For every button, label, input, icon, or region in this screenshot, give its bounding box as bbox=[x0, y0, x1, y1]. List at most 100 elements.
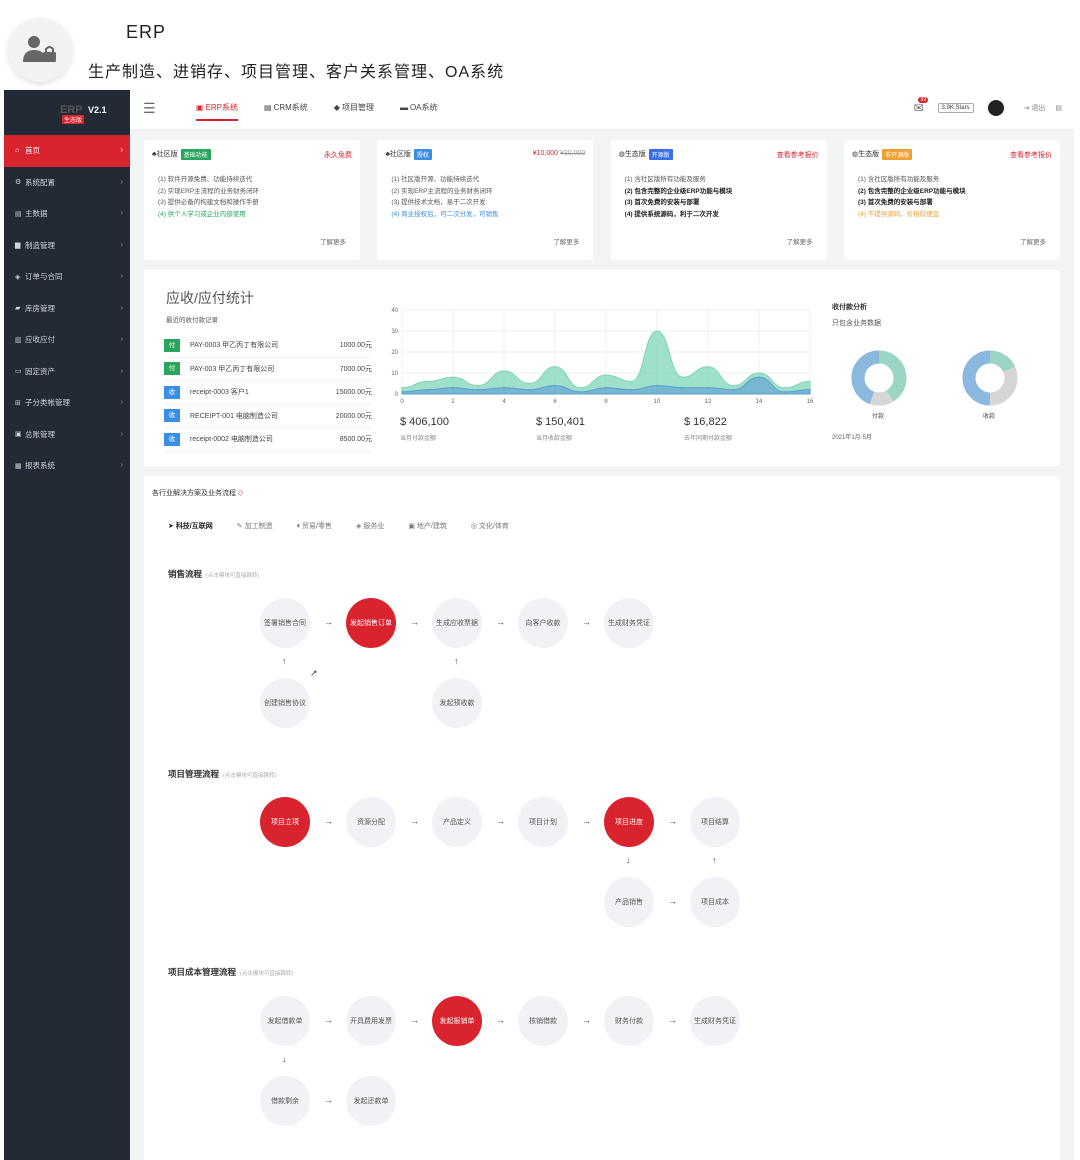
payment-row[interactable]: 收 RECEIPT-001 电脑制造公司 20000.00元 bbox=[164, 405, 372, 428]
industry-tab-label: 地产/建筑 bbox=[416, 523, 447, 530]
flow-node[interactable]: 项目进度 bbox=[604, 797, 654, 847]
learn-more-link[interactable]: 了解更多 bbox=[553, 239, 580, 246]
bar-chart-icon: ▆ bbox=[15, 242, 21, 250]
sidebar-item[interactable]: ▭ 固定资产 › bbox=[4, 356, 130, 388]
flow-node[interactable]: 核销借款 bbox=[518, 996, 568, 1046]
flow-node[interactable]: 开具费用发票 bbox=[346, 996, 396, 1046]
top-tab[interactable]: ▬ OA系统 bbox=[400, 102, 438, 121]
payment-amount: 20000.00元 bbox=[335, 412, 372, 420]
industry-tab[interactable]: ▾ 贸易/零售 bbox=[297, 521, 332, 531]
flow-node[interactable]: 产品销售 bbox=[604, 877, 654, 927]
card-header: ♣ 社区版 基础功能 bbox=[152, 148, 352, 160]
data-point bbox=[605, 374, 607, 376]
industry-tab[interactable]: ➤ 科技/互联网 bbox=[168, 521, 213, 531]
sidebar-item[interactable]: ▆ 制造管理 › bbox=[4, 230, 130, 262]
edition-cards: ♣ 社区版 基础功能 永久免费 (1) 软件开源免费、功能持续迭代 (2) 实现ERP主… bbox=[144, 140, 1060, 260]
industry-tab[interactable]: ✎ 加工制造 bbox=[237, 521, 273, 531]
arrow-right-icon: → bbox=[324, 816, 333, 826]
payment-row[interactable]: 收 receipt-0003 客户1 15000.00元 bbox=[164, 381, 372, 405]
sidebar-item[interactable]: ⚙ 系统配置 › bbox=[4, 167, 130, 199]
edition-price[interactable]: 查看参考报价 bbox=[777, 150, 819, 160]
menu-icon[interactable]: ▤ bbox=[1055, 105, 1062, 112]
flow-node[interactable]: 发起借款单 bbox=[260, 996, 310, 1046]
edition-price[interactable]: 永久免费 bbox=[324, 150, 352, 160]
flow-node[interactable]: 生成财务凭证 bbox=[604, 598, 654, 648]
payment-amount: 15000.00元 bbox=[335, 389, 372, 397]
flow-node[interactable]: 资源分配 bbox=[346, 797, 396, 847]
edition-name: 社区版 bbox=[389, 151, 411, 158]
feature-line: (2) 包含完整的企业级ERP功能与模块 bbox=[857, 187, 966, 195]
flow-node[interactable]: 项目成本 bbox=[690, 877, 740, 927]
flow-node[interactable]: 借款剩余 bbox=[260, 1076, 310, 1126]
arrow-down-icon: ↓ bbox=[626, 855, 631, 865]
edition-name: 生态版 bbox=[624, 151, 646, 158]
flow-node[interactable]: 创建销售协议 bbox=[260, 678, 310, 728]
learn-more-link[interactable]: 了解更多 bbox=[320, 239, 346, 246]
flow-node[interactable]: 发起还款单 bbox=[346, 1076, 396, 1126]
payment-row[interactable]: 收 receipt-0002 电脑制造公司 8500.00元 bbox=[164, 428, 372, 452]
chevron-right-icon: › bbox=[120, 334, 123, 343]
logo[interactable]: ERP V2.1 生态版 bbox=[4, 90, 130, 135]
sidebar-item[interactable]: ▥ 应收应付 › bbox=[4, 324, 130, 356]
arrow-right-icon: → bbox=[496, 617, 505, 627]
flow-node[interactable]: 发起报销单 bbox=[432, 996, 482, 1046]
flow-node[interactable]: 生成应收票据 bbox=[432, 598, 482, 648]
flow-node[interactable]: 向客户收款 bbox=[518, 598, 568, 648]
edition-icon: ♣ bbox=[152, 150, 157, 158]
learn-more-link[interactable]: 了解更多 bbox=[786, 239, 813, 246]
industry-tab[interactable]: ◈ 服务业 bbox=[356, 521, 384, 531]
flow-node[interactable]: 发起销售订单 bbox=[346, 598, 396, 648]
flow-node[interactable]: 项目计划 bbox=[518, 797, 568, 847]
payment-row[interactable]: 付 PAY-0003 甲乙丙丁有限公司 1000.00元 bbox=[164, 334, 372, 358]
cube-icon: ◆ bbox=[333, 103, 340, 112]
edition-icon: ♣ bbox=[385, 150, 390, 158]
x-tick-label: 12 bbox=[705, 399, 712, 405]
chevron-right-icon: › bbox=[120, 208, 123, 217]
sidebar-item[interactable]: ▤ 主数据 › bbox=[4, 198, 130, 230]
data-point bbox=[630, 380, 633, 383]
flow-node[interactable]: 项目结算 bbox=[690, 797, 740, 847]
top-tab[interactable]: ▤ CRM系统 bbox=[264, 102, 308, 121]
flow-node[interactable]: 签署销售合同 bbox=[260, 598, 310, 648]
payment-amount: 7000.00元 bbox=[339, 365, 372, 373]
edition-price[interactable]: ¥10,000 ¥30,000 bbox=[533, 150, 586, 157]
data-point bbox=[401, 391, 403, 393]
payment-name: RECEIPT-001 电脑制造公司 bbox=[190, 412, 278, 420]
flow-node[interactable]: 生成财务凭证 bbox=[690, 996, 740, 1046]
sidebar-item[interactable]: ▰ 库房管理 › bbox=[4, 293, 130, 325]
learn-more-link[interactable]: 了解更多 bbox=[1019, 239, 1046, 246]
sidebar-item[interactable]: ▣ 总账管理 › bbox=[4, 419, 130, 451]
flow-node[interactable]: 项目立项 bbox=[260, 797, 310, 847]
card-features: (1) 含社区版所有功能及服务 (2) 包含完整的企业级ERP功能与模块 (3) 首… bbox=[852, 174, 1052, 220]
edition-label: 非开源版 bbox=[882, 148, 913, 160]
sidebar-item-label: 订单与合同 bbox=[25, 272, 63, 282]
sidebar-item[interactable]: ⊞ 子分类帐管理 › bbox=[4, 387, 130, 419]
chevron-right-icon: › bbox=[120, 428, 123, 438]
flow-node[interactable]: 发起预收款 bbox=[432, 678, 482, 728]
sidebar-item[interactable]: ⌂ 首页 › bbox=[4, 135, 130, 167]
arrow-right-icon: → bbox=[410, 1015, 419, 1025]
menu-toggle-icon[interactable]: ☰ bbox=[143, 100, 156, 116]
logout-button[interactable]: ⇥ 退出 bbox=[1023, 105, 1046, 112]
stat-caption: 当月付款金额 bbox=[400, 436, 437, 442]
flow-node[interactable]: 产品定义 bbox=[432, 797, 482, 847]
sidebar-item[interactable]: ◈ 订单与合同 › bbox=[4, 261, 130, 293]
arrow-right-icon: → bbox=[324, 617, 333, 627]
industry-tab[interactable]: ◎ 文化/体育 bbox=[471, 521, 509, 531]
top-tab[interactable]: ▣ ERP系统 bbox=[196, 102, 239, 121]
edition-price[interactable]: 查看参考报价 bbox=[1010, 150, 1052, 160]
flow-node[interactable]: 财务付款 bbox=[604, 996, 654, 1046]
payment-type-badge: 收 bbox=[164, 409, 180, 423]
data-point bbox=[528, 389, 531, 391]
github-avatar-icon[interactable] bbox=[987, 100, 1004, 116]
top-tab[interactable]: ◆ 项目管理 bbox=[334, 102, 374, 121]
feature-line: (4) 提供系统源码，利于二次开发 bbox=[624, 210, 719, 218]
edition-card: ♣ 社区版 授权 ¥10,000 ¥30,000 (1) 社区版开源、功能持续迭代 (2… bbox=[377, 140, 594, 260]
github-stars-button[interactable]: 3.9K Stars bbox=[937, 103, 974, 113]
mail-icon[interactable]: ✉ 99 bbox=[913, 97, 929, 115]
feature-line: (1) 含社区版所有功能及服务 bbox=[624, 176, 706, 183]
payment-row[interactable]: 付 PAY-003 甲乙丙丁有限公司 7000.00元 bbox=[164, 358, 372, 381]
industry-tab[interactable]: ▣ 地产/建筑 bbox=[408, 521, 447, 531]
sidebar-item[interactable]: ▦ 报表系统 › bbox=[4, 450, 130, 482]
analysis-subtitle: 只包含业务数据 bbox=[832, 320, 881, 327]
